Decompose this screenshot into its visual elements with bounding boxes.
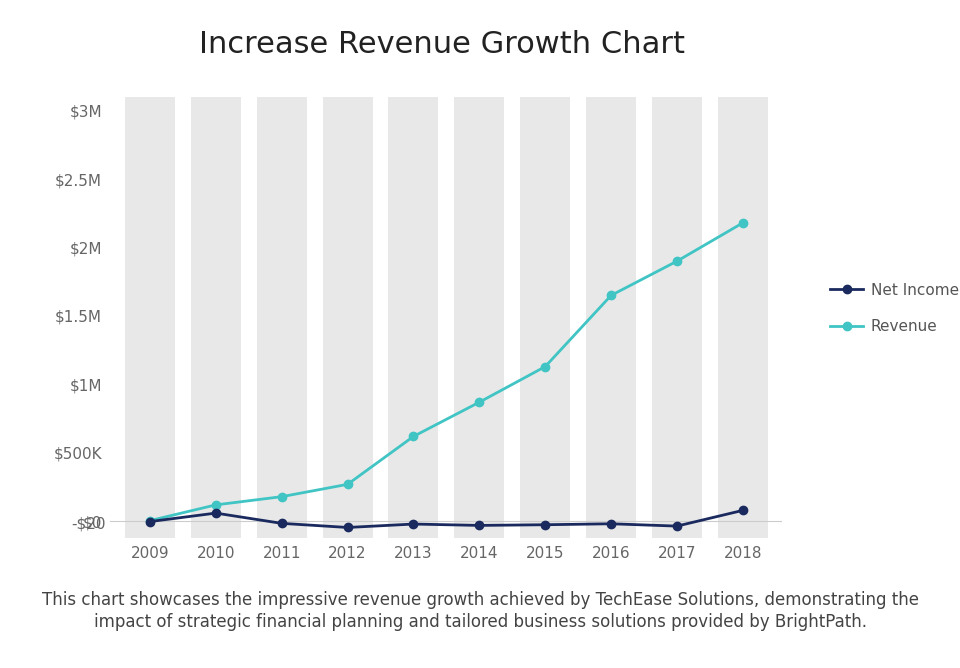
Text: This chart showcases the impressive revenue growth achieved by TechEase Solution: This chart showcases the impressive reve… xyxy=(41,591,919,609)
Bar xyxy=(454,97,504,538)
Revenue xyxy=(473,398,485,406)
Revenue xyxy=(671,257,683,265)
Net Income xyxy=(408,520,420,528)
Net Income xyxy=(342,524,353,532)
Bar xyxy=(125,97,175,538)
Text: Increase Revenue Growth Chart: Increase Revenue Growth Chart xyxy=(199,30,684,59)
Net Income xyxy=(210,509,222,517)
Bar xyxy=(256,97,307,538)
Bar xyxy=(586,97,636,538)
Bar xyxy=(718,97,768,538)
Net Income xyxy=(473,522,485,530)
Text: -$20: -$20 xyxy=(71,516,106,532)
Revenue xyxy=(144,516,156,524)
Bar xyxy=(191,97,241,538)
Net Income xyxy=(276,519,287,527)
Revenue xyxy=(540,363,551,371)
Revenue xyxy=(408,432,420,440)
Net Income xyxy=(606,520,617,528)
Net Income xyxy=(144,518,156,526)
Revenue xyxy=(276,493,287,501)
Bar xyxy=(652,97,702,538)
Revenue xyxy=(210,501,222,509)
Net Income xyxy=(671,522,683,530)
Net Income xyxy=(737,506,749,514)
Line: Revenue: Revenue xyxy=(146,218,747,525)
Bar xyxy=(520,97,570,538)
Legend: Net Income, Revenue: Net Income, Revenue xyxy=(824,277,960,340)
Net Income xyxy=(540,521,551,529)
Bar xyxy=(389,97,439,538)
Line: Net Income: Net Income xyxy=(146,506,747,532)
Revenue xyxy=(737,219,749,227)
Text: impact of strategic financial planning and tailored business solutions provided : impact of strategic financial planning a… xyxy=(93,613,867,631)
Revenue xyxy=(606,291,617,299)
Revenue xyxy=(342,480,353,488)
Bar xyxy=(323,97,372,538)
